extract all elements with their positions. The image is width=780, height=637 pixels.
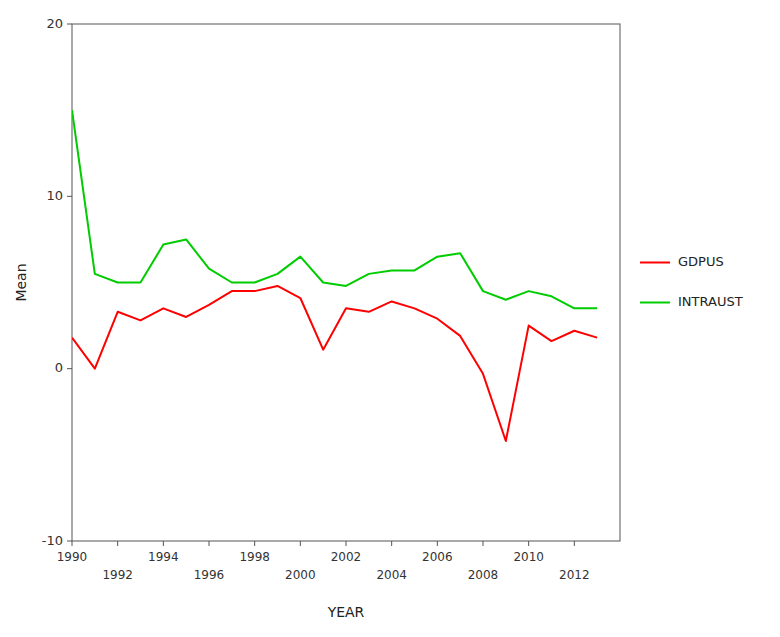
y-tick <box>67 196 72 197</box>
x-tick-label: 1996 <box>194 568 225 582</box>
x-tick-label: 1990 <box>57 550 88 564</box>
plot-lines <box>72 110 597 441</box>
y-tick <box>67 541 72 542</box>
x-tick <box>117 541 118 546</box>
legend-label: INTRAUST <box>678 294 743 309</box>
x-tick <box>574 541 575 546</box>
chart: -10 0 10 20 1990 1992 1994 1996 1998 2000 2002 2004… <box>0 0 780 637</box>
x-tick <box>72 541 73 546</box>
legend-swatch <box>640 262 670 264</box>
legend-label: GDPUS <box>678 254 724 269</box>
x-tick-label: 2012 <box>559 568 590 582</box>
x-tick-label: 2004 <box>376 568 407 582</box>
x-tick <box>346 541 347 546</box>
x-tick <box>254 541 255 546</box>
x-tick <box>483 541 484 546</box>
legend: GDPUS INTRAUST <box>640 254 743 309</box>
x-tick <box>437 541 438 546</box>
y-tick-label: 20 <box>46 16 63 31</box>
x-tick-label: 1998 <box>239 550 270 564</box>
y-tick-label: 10 <box>46 188 63 203</box>
x-tick-label: 1994 <box>148 550 179 564</box>
x-tick <box>209 541 210 546</box>
x-tick-label: 2010 <box>513 550 544 564</box>
legend-swatch <box>640 302 670 304</box>
y-tick <box>67 24 72 25</box>
x-tick <box>300 541 301 546</box>
x-tick-label: 2006 <box>422 550 453 564</box>
series-line <box>72 110 597 308</box>
x-tick-label: 1992 <box>102 568 133 582</box>
x-tick-label: 2002 <box>331 550 362 564</box>
plot-frame <box>72 24 620 541</box>
x-axis-label: YEAR <box>327 604 365 620</box>
x-tick-label: 2000 <box>285 568 316 582</box>
x-tick <box>528 541 529 546</box>
y-tick-label: 0 <box>55 360 63 375</box>
x-tick-label: 2008 <box>468 568 499 582</box>
y-tick-label: -10 <box>42 533 63 548</box>
y-tick <box>67 368 72 369</box>
x-tick <box>391 541 392 546</box>
series-line <box>72 286 597 441</box>
plot-background <box>72 24 620 541</box>
y-axis-label: Mean <box>13 263 29 301</box>
x-tick <box>163 541 164 546</box>
